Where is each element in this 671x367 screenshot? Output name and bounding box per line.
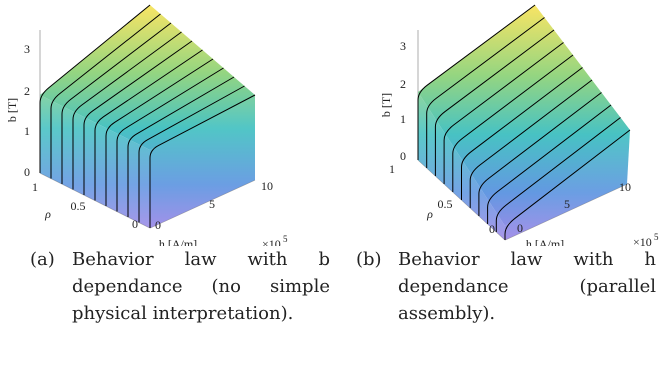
surface-line: [417, 4, 536, 160]
surface-line: [452, 54, 574, 192]
surface-line: [495, 117, 621, 232]
rho-tick-label: 0: [489, 222, 495, 236]
z-axis-label: b [T]: [379, 93, 393, 117]
caption: (a) Behavior law with b dependance (no s…: [30, 246, 330, 327]
surface-line: [105, 58, 214, 206]
h-tick-label: 0: [517, 221, 523, 235]
h-tick-label: 10: [619, 180, 631, 194]
surface-line: [39, 4, 151, 173]
surface: [150, 95, 255, 228]
h-tick-label: 5: [209, 197, 215, 211]
rho-tick-label: 1: [32, 180, 38, 194]
z-tick-label: 3: [24, 42, 30, 56]
rho-axis-label: ρ: [44, 207, 51, 221]
h-tick-label: 10: [261, 179, 273, 193]
surface-line: [127, 76, 235, 217]
surface: [40, 5, 255, 150]
h-tick-label: 0: [155, 218, 161, 232]
surface: [418, 5, 630, 226]
z-tick-label: 0: [400, 149, 406, 163]
surface-line: [138, 85, 245, 223]
surface-line: [443, 42, 564, 184]
z-tick-label: 2: [24, 84, 30, 98]
surface-line: [434, 29, 555, 176]
rho-tick-label: 0.5: [438, 197, 453, 211]
rho-tick-label: 0: [132, 217, 138, 231]
caption-label: (b): [356, 249, 382, 270]
z-tick-label: 1: [24, 124, 30, 138]
z-tick-label: 3: [400, 39, 406, 53]
caption-label: (a): [30, 249, 55, 270]
surface-line: [487, 104, 612, 224]
surface-line: [461, 67, 583, 200]
h-exponent: ×10: [633, 235, 652, 246]
caption: (b) Behavior law with h dependance (para…: [356, 246, 656, 327]
rho-axis-label: ρ: [426, 207, 433, 221]
surface-line: [504, 129, 631, 240]
caption-text: Behavior law with b dependance (no simpl…: [72, 249, 330, 324]
surface-line: [426, 17, 545, 168]
caption-text: Behavior law with h dependance (parallel…: [398, 249, 656, 324]
z-tick-label: 1: [400, 112, 406, 126]
h-exponent-power: 5: [283, 234, 288, 244]
surface-line: [94, 49, 203, 201]
surface-line: [469, 79, 593, 208]
surface-line: [83, 40, 193, 195]
h-axis-label: h [A/m]: [159, 237, 197, 246]
h-exponent-power: 5: [654, 232, 659, 242]
h-axis-label: h [A/m]: [526, 237, 564, 246]
z-axis-label: b [T]: [5, 98, 19, 122]
surface-line: [50, 13, 161, 179]
surface-line: [478, 92, 602, 216]
surface-line: [149, 94, 256, 228]
surface-line: [72, 31, 182, 190]
h-tick-label: 5: [564, 197, 570, 211]
rho-tick-label: 1: [389, 162, 395, 176]
z-tick-label: 0: [24, 165, 30, 179]
surface: [505, 130, 630, 240]
z-tick-label: 2: [400, 77, 406, 91]
rho-tick-label: 0.5: [71, 199, 86, 213]
h-exponent: ×10: [262, 237, 281, 246]
surface-line: [116, 67, 224, 212]
surface-line: [61, 22, 172, 184]
